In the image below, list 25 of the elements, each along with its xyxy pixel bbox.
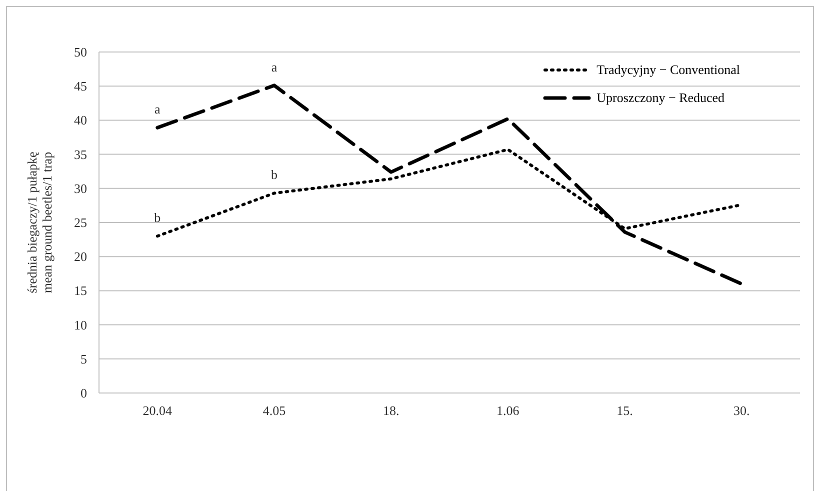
annotation: b [154,210,161,226]
annotation: a [154,102,161,117]
line-series [156,84,744,286]
x-tick-label: 30. [733,403,750,418]
x-tick-label: 1.06 [496,403,520,418]
y-tick-label: 50 [74,44,87,60]
annotation: b [271,167,278,182]
x-tick-label: 18. [382,403,400,418]
y-tick-label: 35 [74,146,87,162]
y-tick-label: 40 [74,112,87,128]
y-tick-label: 20 [74,249,87,264]
annotation: a [271,59,278,74]
y-tick-label: 25 [74,215,87,230]
y-tick-label: 45 [74,78,87,94]
y-tick-label: 10 [74,317,87,332]
x-tick-label: 20.04 [142,403,173,418]
x-tick-label: 4.05 [262,403,286,418]
legend-label: Uproszczony − Reduced [596,90,725,106]
y-tick-label: 5 [80,351,87,366]
y-tick-label: 0 [80,386,87,400]
x-tick-label: 15. [616,403,633,418]
legend-label: Tradycyjny − Conventional [596,62,740,78]
y-tick-label: 30 [74,180,87,196]
y-axis-title: średnia biegaczy/1 pułapkę mean ground beetles/1 trap [24,152,54,294]
y-tick-label: 15 [74,283,87,298]
